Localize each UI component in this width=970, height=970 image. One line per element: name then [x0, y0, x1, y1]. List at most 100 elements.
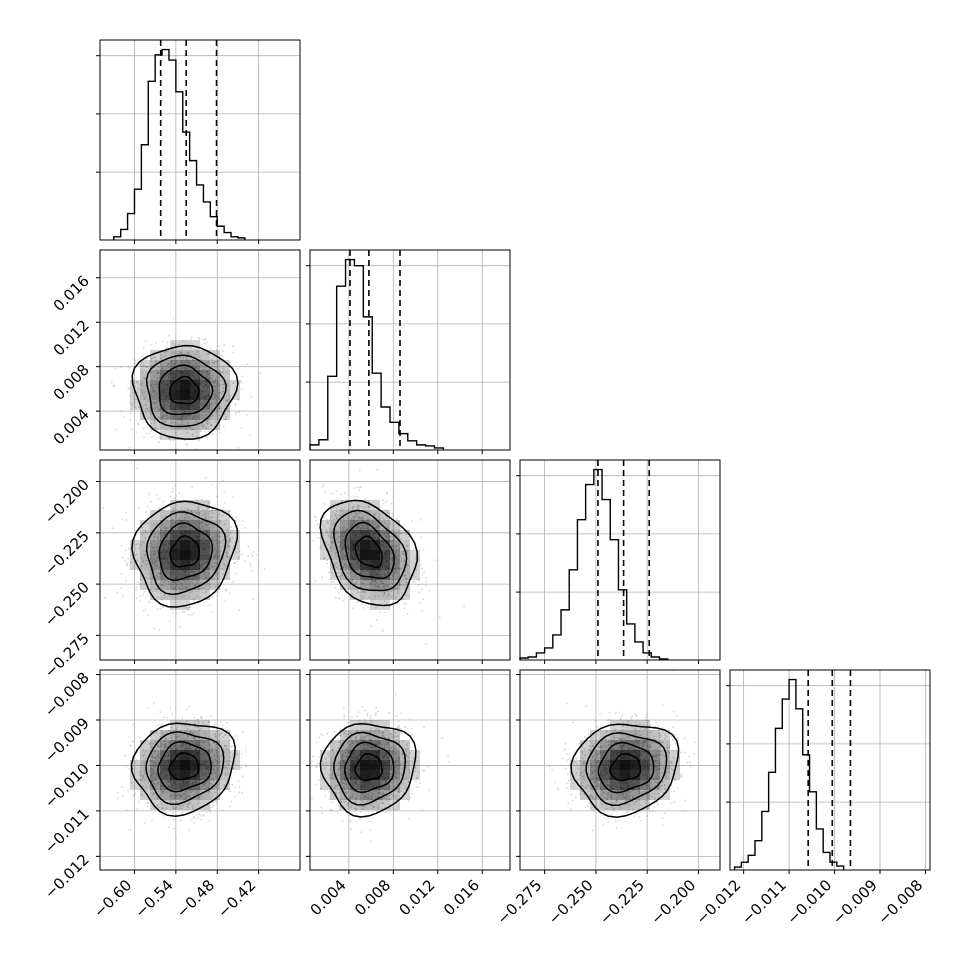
sample-point	[179, 625, 181, 628]
sample-point	[363, 596, 365, 599]
sample-point	[187, 516, 190, 519]
sample-point	[345, 499, 348, 501]
density-cell	[160, 510, 170, 520]
sample-point	[157, 754, 160, 757]
contour-level-1	[168, 752, 200, 781]
density-cell	[360, 520, 370, 530]
sample-point	[195, 435, 198, 438]
sample-point	[164, 527, 167, 529]
sample-point	[180, 508, 183, 511]
sample-point	[116, 797, 119, 800]
sample-point	[219, 754, 222, 757]
sample-point	[374, 579, 377, 582]
sample-point	[209, 372, 212, 375]
sample-point	[172, 588, 175, 591]
sample-point	[181, 610, 184, 613]
sample-point	[331, 540, 334, 543]
sample-point	[131, 428, 134, 431]
density-cell	[200, 770, 210, 780]
density-cell	[150, 770, 160, 780]
density-cell	[370, 550, 380, 560]
sample-point	[350, 569, 353, 572]
density-cell	[390, 570, 400, 580]
sample-point	[369, 582, 372, 584]
sample-point	[400, 567, 403, 569]
sample-point	[172, 818, 175, 821]
density-cell	[150, 800, 160, 810]
sample-point	[209, 421, 212, 424]
sample-point	[204, 368, 206, 371]
sample-point	[388, 605, 391, 608]
sample-point	[133, 401, 136, 404]
y-tick-label: 0.012	[50, 316, 93, 359]
sample-point	[136, 381, 139, 384]
density-cell	[200, 540, 210, 550]
sample-point	[211, 515, 213, 518]
sample-point	[173, 794, 176, 796]
sample-point	[391, 578, 394, 581]
sample-point	[169, 794, 172, 797]
sample-point	[346, 565, 349, 567]
density-cell	[130, 550, 140, 560]
sample-point	[341, 574, 344, 577]
sample-point	[403, 607, 406, 610]
sample-point	[224, 745, 227, 748]
sample-point	[210, 379, 213, 382]
sample-point	[190, 732, 192, 734]
sample-point	[328, 518, 331, 521]
sample-point	[155, 589, 158, 592]
sample-point	[205, 523, 208, 526]
sample-point	[342, 566, 345, 569]
sample-point	[139, 600, 142, 603]
sample-point	[374, 580, 377, 582]
panel-1-1	[306, 250, 510, 454]
density-cell	[190, 580, 200, 590]
sample-point	[153, 419, 156, 422]
sample-point	[217, 359, 220, 362]
sample-point	[224, 564, 226, 567]
sample-point	[156, 797, 159, 800]
sample-point	[336, 510, 338, 512]
sample-point	[396, 587, 399, 590]
sample-point	[384, 611, 386, 614]
sample-point	[337, 540, 340, 543]
density-cell	[140, 770, 150, 780]
sample-point	[161, 415, 164, 418]
sample-point	[210, 510, 213, 512]
sample-point	[212, 578, 214, 581]
sample-point	[215, 786, 218, 789]
sample-point	[148, 601, 151, 604]
panel-background	[730, 670, 930, 870]
sample-point	[213, 779, 215, 781]
sample-point	[146, 432, 148, 435]
sample-point	[351, 507, 354, 510]
sample-point	[158, 441, 161, 444]
sample-point	[413, 580, 416, 583]
sample-point	[195, 511, 198, 514]
sample-point	[156, 758, 159, 761]
sample-point	[185, 709, 188, 711]
sample-point	[141, 794, 144, 797]
sample-point	[151, 779, 154, 781]
sample-point	[368, 583, 371, 586]
sample-point	[151, 819, 153, 822]
sample-point	[169, 795, 172, 798]
sample-point	[209, 715, 212, 718]
sample-point	[186, 358, 188, 361]
sample-point	[189, 606, 192, 609]
density-cell	[170, 430, 180, 440]
sample-point	[190, 335, 193, 338]
sample-point	[159, 745, 162, 748]
sample-point	[202, 520, 205, 523]
sample-point	[221, 736, 224, 739]
sample-point	[404, 581, 407, 584]
sample-point	[209, 748, 212, 751]
sample-point	[151, 779, 153, 782]
sample-point	[151, 772, 154, 775]
sample-point	[200, 521, 203, 524]
sample-point	[196, 579, 199, 582]
density-cell	[360, 570, 370, 580]
sample-point	[307, 558, 309, 560]
sample-point	[391, 557, 394, 560]
sample-point	[139, 579, 142, 581]
